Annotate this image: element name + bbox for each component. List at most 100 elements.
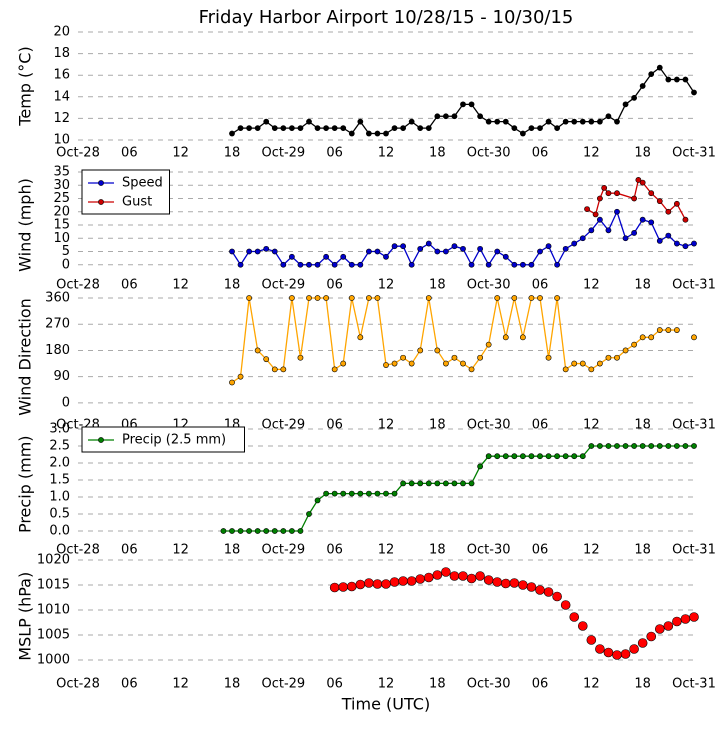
data-point — [656, 327, 663, 333]
legend-label: Precip (2.5 mm) — [122, 433, 226, 448]
data-point — [391, 125, 398, 132]
data-point — [637, 638, 648, 648]
data-point — [596, 195, 603, 202]
data-point — [646, 631, 657, 642]
data-point — [460, 101, 466, 108]
data-point — [460, 360, 466, 367]
data-point — [417, 245, 424, 252]
data-point — [331, 366, 338, 373]
x-tick-label: 06 — [326, 677, 343, 692]
data-point — [451, 243, 458, 250]
data-point — [451, 354, 458, 361]
data-point — [682, 216, 689, 223]
data-point — [263, 528, 270, 534]
data-point — [639, 83, 646, 89]
data-point — [682, 76, 689, 83]
x-tick-label: Oct-30 — [467, 543, 511, 558]
data-point — [494, 295, 501, 301]
data-point — [502, 253, 509, 260]
data-point — [357, 490, 364, 497]
x-tick-label: 12 — [172, 677, 189, 692]
x-tick-label: 06 — [532, 543, 549, 558]
x-axis-title: Time (UTC) — [341, 695, 430, 714]
data-point — [588, 366, 595, 373]
data-point — [451, 480, 458, 487]
data-point — [579, 118, 586, 125]
data-point — [528, 295, 535, 301]
data-point — [588, 227, 595, 234]
y-tick-label: 0 — [62, 257, 70, 272]
y-tick-label: 90 — [53, 369, 70, 384]
data-point — [586, 635, 597, 645]
data-point — [552, 591, 562, 602]
x-tick-label: 12 — [172, 543, 189, 558]
data-point — [665, 232, 672, 239]
data-point — [415, 574, 426, 584]
data-point — [220, 528, 227, 534]
y-axis-title: Wind Direction — [16, 298, 35, 416]
data-point — [271, 366, 278, 373]
data-point — [612, 650, 622, 660]
data-point — [631, 341, 638, 348]
data-point — [237, 125, 244, 132]
data-point — [485, 118, 492, 125]
data-point — [595, 644, 605, 654]
data-point — [477, 113, 484, 120]
legend-label: Speed — [122, 176, 163, 191]
data-point — [442, 360, 449, 367]
x-tick-label: Oct-29 — [261, 543, 305, 558]
x-tick-label: Oct-30 — [467, 677, 511, 692]
data-point — [340, 253, 347, 260]
y-tick-label: 1015 — [37, 578, 70, 593]
x-tick-label: 18 — [634, 677, 651, 692]
data-point — [577, 621, 588, 631]
data-point — [229, 130, 235, 137]
data-point — [673, 327, 680, 333]
data-point — [588, 118, 595, 125]
legend-marker — [98, 199, 104, 205]
x-tick-label: 06 — [532, 677, 549, 692]
y-tick-label: 18 — [53, 46, 70, 61]
y-tick-label: 12 — [53, 111, 70, 126]
data-point — [288, 125, 295, 132]
x-tick-label: 06 — [326, 418, 343, 433]
y-tick-label: 5 — [62, 244, 70, 259]
y-axis-title: MSLP (hPa) — [16, 572, 35, 661]
x-tick-label: 12 — [583, 418, 600, 433]
x-tick-label: 12 — [172, 146, 189, 161]
data-point — [483, 575, 494, 585]
data-point — [691, 89, 697, 96]
data-point — [280, 528, 287, 534]
data-point — [432, 570, 443, 580]
data-point — [502, 334, 509, 341]
data-point — [329, 582, 340, 593]
data-point — [263, 118, 270, 125]
data-point — [254, 528, 261, 534]
y-tick-label: 3.0 — [49, 422, 70, 437]
data-point — [246, 248, 253, 255]
x-tick-label: Oct-29 — [261, 677, 305, 692]
data-point — [562, 366, 569, 373]
data-point — [500, 578, 511, 589]
data-point — [423, 572, 434, 583]
data-point — [502, 118, 509, 125]
data-point — [331, 490, 338, 497]
data-point — [622, 235, 629, 242]
y-tick-label: 360 — [45, 291, 70, 306]
data-point — [288, 528, 295, 534]
x-tick-label: 18 — [429, 418, 446, 433]
data-point — [672, 616, 682, 627]
data-point — [639, 443, 646, 449]
data-point — [596, 216, 603, 223]
data-point — [562, 453, 569, 460]
data-point — [434, 480, 441, 487]
data-point — [263, 356, 270, 363]
data-point — [348, 490, 355, 497]
series-line — [231, 297, 677, 384]
data-point — [554, 295, 561, 301]
x-tick-label: Oct-28 — [56, 543, 100, 558]
data-point — [673, 443, 680, 449]
data-point — [460, 245, 466, 252]
y-tick-label: 15 — [53, 218, 70, 233]
